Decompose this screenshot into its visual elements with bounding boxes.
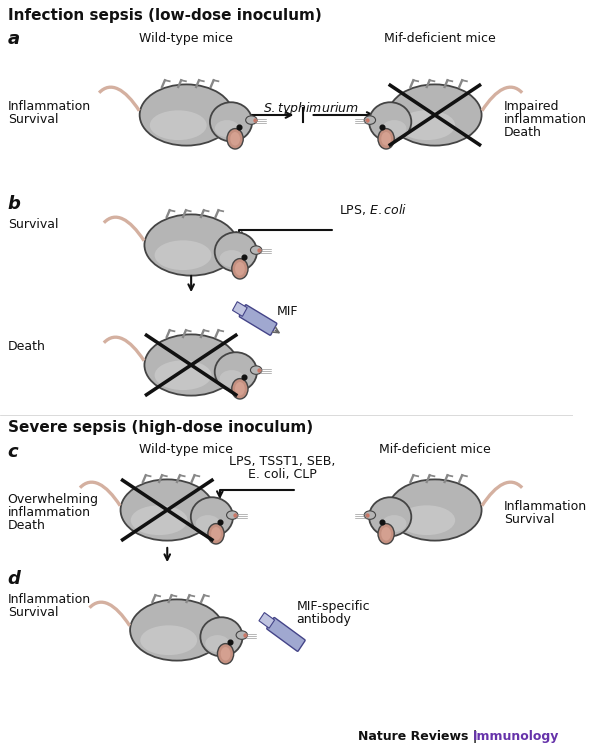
Text: Nature Reviews |: Nature Reviews | — [358, 730, 482, 743]
Ellipse shape — [232, 258, 248, 279]
Text: MIF: MIF — [277, 305, 299, 318]
Text: Infection sepsis (low-dose inoculum): Infection sepsis (low-dose inoculum) — [8, 8, 322, 23]
Ellipse shape — [382, 120, 406, 137]
Text: Wild-type mice: Wild-type mice — [139, 32, 233, 45]
Ellipse shape — [131, 505, 188, 535]
FancyBboxPatch shape — [267, 618, 305, 651]
Ellipse shape — [155, 360, 211, 390]
Bar — [232, 302, 247, 316]
Ellipse shape — [210, 102, 252, 141]
Text: Mif-deficient mice: Mif-deficient mice — [379, 443, 491, 456]
Ellipse shape — [388, 480, 482, 541]
Text: Immunology: Immunology — [473, 730, 559, 743]
Ellipse shape — [398, 505, 455, 535]
Ellipse shape — [245, 116, 257, 124]
Text: Impaired: Impaired — [503, 100, 559, 113]
Text: Inflammation: Inflammation — [503, 500, 587, 513]
Ellipse shape — [388, 99, 420, 137]
Ellipse shape — [155, 241, 211, 270]
Ellipse shape — [364, 116, 376, 124]
Ellipse shape — [145, 214, 238, 276]
Ellipse shape — [140, 84, 233, 146]
Ellipse shape — [145, 335, 238, 396]
Ellipse shape — [215, 120, 239, 137]
Text: a: a — [8, 30, 20, 48]
Ellipse shape — [206, 350, 238, 388]
Ellipse shape — [217, 644, 233, 664]
Ellipse shape — [250, 246, 262, 254]
Bar — [259, 613, 275, 628]
Text: MIF-specific: MIF-specific — [296, 600, 370, 613]
Text: Severe sepsis (high-dose inoculum): Severe sepsis (high-dose inoculum) — [8, 420, 313, 435]
Ellipse shape — [227, 511, 238, 519]
Text: Inflammation: Inflammation — [8, 100, 91, 113]
Ellipse shape — [211, 527, 221, 541]
Ellipse shape — [196, 515, 220, 532]
Text: LPS, $\it{E. coli}$: LPS, $\it{E. coli}$ — [339, 202, 407, 217]
Ellipse shape — [221, 647, 230, 660]
Text: Inflammation: Inflammation — [8, 593, 91, 606]
Ellipse shape — [369, 498, 412, 536]
Text: Death: Death — [8, 519, 46, 532]
Ellipse shape — [140, 625, 197, 655]
Ellipse shape — [235, 262, 245, 276]
Ellipse shape — [388, 495, 420, 533]
Ellipse shape — [227, 128, 243, 149]
Text: Death: Death — [8, 340, 46, 353]
Ellipse shape — [381, 132, 391, 146]
Ellipse shape — [398, 111, 455, 140]
Ellipse shape — [364, 511, 376, 519]
Ellipse shape — [200, 617, 242, 657]
Ellipse shape — [232, 379, 248, 399]
Text: $\it{S. typhimurium}$: $\it{S. typhimurium}$ — [263, 100, 359, 117]
Ellipse shape — [235, 382, 245, 396]
Ellipse shape — [382, 515, 406, 532]
Ellipse shape — [250, 366, 262, 374]
Text: b: b — [8, 195, 20, 213]
Ellipse shape — [220, 250, 244, 267]
Text: inflammation: inflammation — [503, 113, 587, 126]
Ellipse shape — [191, 614, 224, 653]
Ellipse shape — [236, 631, 247, 639]
Text: Survival: Survival — [503, 513, 554, 526]
Text: E. coli, CLP: E. coli, CLP — [248, 468, 316, 481]
FancyBboxPatch shape — [239, 305, 277, 335]
Text: LPS, TSST1, SEB,: LPS, TSST1, SEB, — [229, 455, 335, 468]
Text: Mif-deficient mice: Mif-deficient mice — [384, 32, 496, 45]
Text: d: d — [8, 570, 20, 588]
Ellipse shape — [182, 495, 214, 533]
Text: Survival: Survival — [8, 113, 58, 126]
Ellipse shape — [201, 99, 233, 137]
Ellipse shape — [378, 524, 394, 544]
Ellipse shape — [121, 480, 214, 541]
Ellipse shape — [206, 229, 238, 267]
Ellipse shape — [378, 128, 394, 149]
Ellipse shape — [381, 527, 391, 541]
Text: antibody: antibody — [296, 613, 351, 626]
Text: Overwhelming: Overwhelming — [8, 493, 98, 506]
Text: Wild-type mice: Wild-type mice — [139, 443, 233, 456]
Text: c: c — [8, 443, 18, 461]
Ellipse shape — [215, 353, 257, 391]
Ellipse shape — [205, 635, 230, 652]
Text: Death: Death — [503, 126, 542, 139]
Ellipse shape — [191, 498, 233, 536]
Ellipse shape — [208, 524, 224, 544]
Text: Survival: Survival — [8, 606, 58, 619]
Ellipse shape — [220, 370, 244, 387]
Text: Survival: Survival — [8, 218, 58, 231]
Text: inflammation: inflammation — [8, 506, 91, 519]
Ellipse shape — [388, 84, 482, 146]
Ellipse shape — [215, 232, 257, 271]
Ellipse shape — [130, 599, 224, 660]
Ellipse shape — [230, 132, 240, 146]
Ellipse shape — [150, 111, 206, 140]
Ellipse shape — [369, 102, 412, 141]
